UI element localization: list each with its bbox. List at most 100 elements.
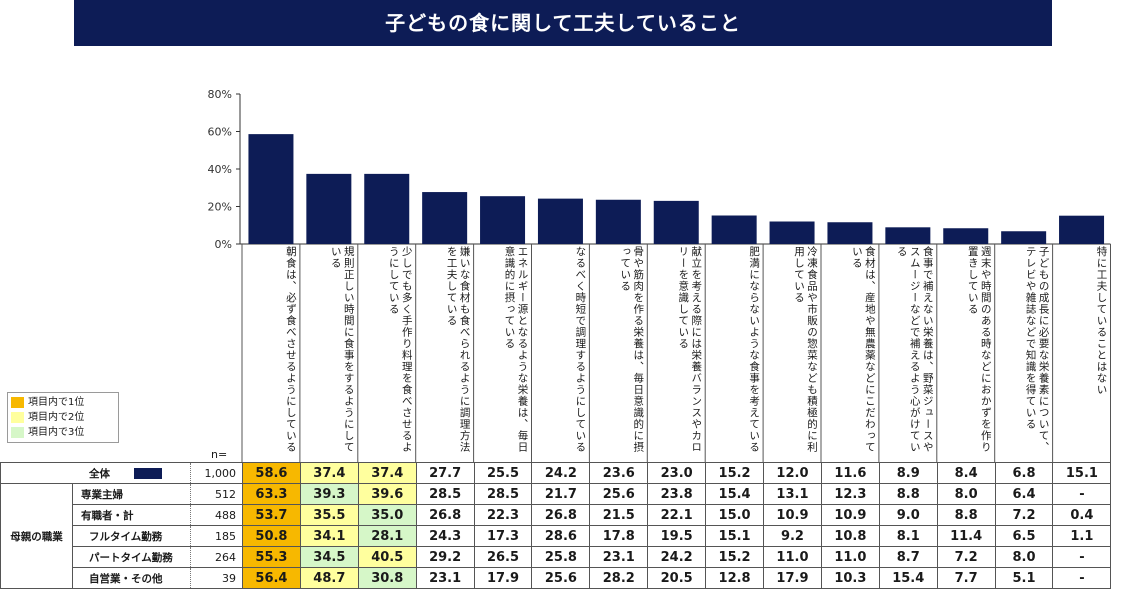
table-cell: 17.9 — [763, 567, 822, 589]
table-cell: 22.1 — [647, 504, 707, 526]
sample-size: 39 — [190, 567, 243, 589]
table-cell: 15.4 — [705, 483, 765, 505]
table-cell: 15.1 — [705, 525, 765, 547]
table-cell: 23.1 — [415, 567, 475, 589]
table-cell: 26.8 — [415, 504, 475, 526]
table-cell: 6.8 — [994, 462, 1054, 484]
table-cell: 40.5 — [357, 546, 417, 568]
table-cell: - — [1052, 567, 1112, 589]
table-row: 自営業・その他 39 56.4 48.7 30.8 23.1 17.9 25.6 28.2 20.… — [1, 567, 1112, 589]
total-bar-marker — [134, 468, 162, 479]
sample-size: 1,000 — [190, 462, 243, 484]
legend-swatch-rank2 — [11, 412, 24, 423]
category-label: 朝食は、必ず食べさせるようにしている — [284, 246, 297, 453]
table-cell: 29.2 — [415, 546, 475, 568]
table-cell: 20.5 — [647, 567, 707, 589]
table-cell: 10.9 — [820, 504, 880, 526]
table-cell: 6.4 — [994, 483, 1054, 505]
table-cell: 39.6 — [357, 483, 417, 505]
table-cell: 34.5 — [299, 546, 359, 568]
data-table: 全体 1,000 58.6 37.4 37.4 27.7 25.5 24.2 23.6 23.0 1… — [0, 462, 1112, 589]
legend: 項目内で1位 項目内で2位 項目内で3位 — [7, 392, 119, 443]
table-cell: 23.1 — [589, 546, 649, 568]
category-label: 少しでも多く手作り料理を食べさせるようにしている — [387, 246, 413, 453]
table-cell: 8.4 — [936, 462, 996, 484]
category-label: 子どもの成長に必要な栄養素について、テレビや雑誌などで知識を得ている — [1024, 246, 1050, 453]
table-cell: 8.7 — [878, 546, 938, 568]
category-label: 週末や時間のある時などにおかずを作り置きしている — [966, 246, 992, 453]
table-cell: 23.6 — [589, 462, 649, 484]
legend-item-rank2: 項目内で2位 — [11, 410, 115, 425]
table-cell: 24.3 — [415, 525, 475, 547]
table-cell: 15.0 — [705, 504, 765, 526]
table-cell: 0.4 — [1052, 504, 1112, 526]
n-label: n= — [211, 448, 228, 461]
category-label: 冷凍食品や市販の惣菜なども積極的に利用している — [792, 246, 818, 453]
table-cell: 7.2 — [936, 546, 996, 568]
bar — [422, 192, 468, 244]
category-label: 特に工夫していることはない — [1095, 246, 1108, 396]
table-cell: 7.2 — [994, 504, 1054, 526]
table-cell: 39.3 — [299, 483, 359, 505]
table-cell: 35.0 — [357, 504, 417, 526]
table-cell: 25.6 — [531, 567, 591, 589]
legend-label-rank3: 項目内で3位 — [28, 427, 85, 438]
y-tick-label: 80% — [208, 88, 232, 101]
table-cell: 15.1 — [1052, 462, 1112, 484]
table-row: 全体 1,000 58.6 37.4 37.4 27.7 25.5 24.2 23.6 23.0 1… — [0, 462, 1112, 484]
y-tick-label: 20% — [208, 201, 232, 214]
category-label: 食事で補えない栄養は、野菜ジュースやスムージーなどで補えるよう心がけている — [895, 246, 934, 453]
table-cell: - — [1052, 483, 1112, 505]
y-tick-label: 0% — [215, 238, 232, 251]
table-cell: 6.5 — [994, 525, 1054, 547]
row-label: 有職者・計 — [72, 504, 191, 526]
table-cell: 58.6 — [242, 462, 301, 484]
table-cell: 17.3 — [473, 525, 533, 547]
table-cell: 12.8 — [705, 567, 765, 589]
legend-item-rank3: 項目内で3位 — [11, 425, 115, 440]
table-cell: 8.9 — [878, 462, 938, 484]
category-label: 嫌いな食材も食べられるように調理方法を工夫している — [445, 246, 471, 453]
table-cell: 28.5 — [473, 483, 533, 505]
table-cell: 8.0 — [994, 546, 1054, 568]
table-cell: 11.0 — [763, 546, 822, 568]
bar — [769, 221, 815, 244]
table-cell: 21.7 — [531, 483, 591, 505]
table-cell: 19.5 — [647, 525, 707, 547]
category-label: エネルギー源となるような栄養は、毎日意識的に摂っている — [503, 246, 529, 453]
table-cell: 11.0 — [820, 546, 880, 568]
table-cell: 8.1 — [878, 525, 938, 547]
table-cell: 9.2 — [763, 525, 822, 547]
table-cell: 24.2 — [647, 546, 707, 568]
legend-label-rank2: 項目内で2位 — [28, 412, 85, 423]
table-cell: 50.8 — [242, 525, 301, 547]
row-label: パートタイム勤務 — [72, 546, 191, 568]
table-cell: 48.7 — [299, 567, 359, 589]
table-cell: 37.4 — [357, 462, 417, 484]
table-cell: 15.4 — [878, 567, 938, 589]
bar — [595, 199, 641, 244]
table-cell: 26.8 — [531, 504, 591, 526]
group-label: 母親の職業 — [0, 483, 73, 589]
legend-swatch-rank3 — [11, 427, 24, 438]
row-label-text: 全体 — [89, 467, 110, 480]
table-cell: 24.2 — [531, 462, 591, 484]
row-label: フルタイム勤務 — [72, 525, 191, 547]
table-cell: 23.0 — [647, 462, 707, 484]
y-tick-label: 60% — [208, 126, 232, 139]
table-cell: 55.3 — [242, 546, 301, 568]
row-label: 全体 — [0, 462, 191, 484]
chart-title: 子どもの食に関して工夫していること — [74, 0, 1052, 46]
row-label: 専業主婦 — [72, 483, 191, 505]
bar — [885, 227, 931, 244]
table-cell: 15.2 — [705, 462, 765, 484]
table-cell: 35.5 — [299, 504, 359, 526]
table-cell: 8.8 — [936, 504, 996, 526]
table-cell: 27.7 — [415, 462, 475, 484]
category-label: 献立を考える際には栄養バランスやカロリーを意識している — [677, 246, 703, 453]
sample-size: 488 — [190, 504, 243, 526]
table-cell: 28.1 — [357, 525, 417, 547]
table-cell: 22.3 — [473, 504, 533, 526]
bar — [943, 228, 989, 244]
table-cell: 26.5 — [473, 546, 533, 568]
